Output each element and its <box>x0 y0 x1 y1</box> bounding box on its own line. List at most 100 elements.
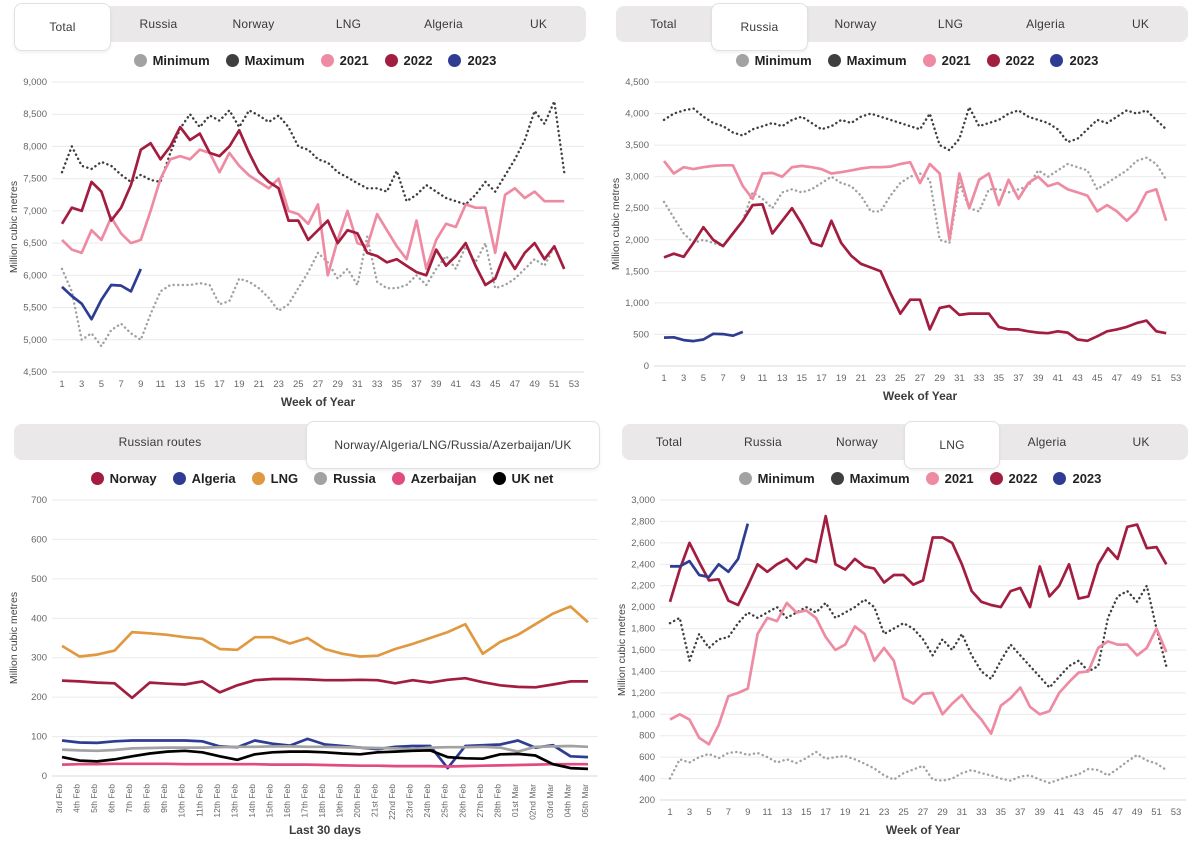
tab-label: Algeria <box>1026 17 1065 31</box>
tab-algeria[interactable]: Algeria <box>998 6 1093 42</box>
tab-total[interactable]: Total <box>616 6 711 42</box>
svg-text:17: 17 <box>816 373 827 384</box>
legend-item-maximum[interactable]: Maximum <box>827 53 907 68</box>
svg-text:11: 11 <box>762 807 772 818</box>
tab-label: Total <box>49 20 76 34</box>
tab-label: Norway <box>834 17 877 31</box>
svg-text:25: 25 <box>895 373 906 384</box>
svg-text:9,000: 9,000 <box>23 77 47 88</box>
svg-text:11: 11 <box>156 379 166 390</box>
tab-russia[interactable]: Russia <box>716 424 810 460</box>
tab-norway[interactable]: Norway <box>810 424 904 460</box>
tab-norway-algeria-lng-russia-azerbaijan-uk[interactable]: Norway/Algeria/LNG/Russia/Azerbaijan/UK <box>306 421 600 469</box>
svg-text:13: 13 <box>175 379 186 390</box>
legend-item-2023[interactable]: 2023 <box>448 53 496 68</box>
svg-text:15th Feb: 15th Feb <box>264 784 274 818</box>
svg-text:22nd Feb: 22nd Feb <box>387 784 397 820</box>
legend-item-norway[interactable]: Norway <box>90 471 157 486</box>
svg-text:35: 35 <box>392 379 403 390</box>
chart-lng-weekly: 200 400 600 800 1,000 1,200 1,400 1,600 1,800 2,0… <box>616 495 1186 837</box>
legend-item-2022[interactable]: 2022 <box>989 471 1037 486</box>
legend-item-2021[interactable]: 2021 <box>922 53 971 68</box>
svg-text:43: 43 <box>1072 373 1083 384</box>
legend-item-2022[interactable]: 2022 <box>986 53 1034 68</box>
tab-uk[interactable]: UK <box>1093 6 1188 42</box>
legend-item-maximum[interactable]: Maximum <box>830 471 910 486</box>
legend-item-maximum[interactable]: Maximum <box>225 53 305 68</box>
svg-text:29: 29 <box>332 379 343 390</box>
legend-label: 2023 <box>1069 52 1099 68</box>
tab-label: Russia <box>740 20 779 34</box>
svg-text:15: 15 <box>801 807 812 818</box>
svg-text:12th Feb: 12th Feb <box>212 784 222 818</box>
svg-text:23: 23 <box>875 373 886 384</box>
legend-item-uk-net[interactable]: UK net <box>492 471 553 486</box>
legend-item-2021[interactable]: 2021 <box>320 53 369 68</box>
tab-lng[interactable]: LNG <box>301 6 396 42</box>
svg-text:7th Feb: 7th Feb <box>124 784 134 813</box>
legend-label: Azerbaijan <box>410 470 477 486</box>
legend-item-russia[interactable]: Russia <box>314 471 376 486</box>
tab-russia[interactable]: Russia <box>711 3 808 51</box>
tabbar-russia: Total Russia Norway LNG Algeria UK <box>616 3 1188 51</box>
svg-text:13: 13 <box>777 373 788 384</box>
svg-text:Last 30 days: Last 30 days <box>289 823 361 837</box>
tab-algeria[interactable]: Algeria <box>396 6 491 42</box>
legend-item-2023[interactable]: 2023 <box>1050 53 1098 68</box>
svg-text:Million cubic metres: Million cubic metres <box>8 181 20 273</box>
legend-item-azerbaijan[interactable]: Azerbaijan <box>391 470 477 486</box>
svg-text:Million cubic metres: Million cubic metres <box>8 592 20 684</box>
legend-item-algeria[interactable]: Algeria <box>172 471 236 486</box>
series-minimum <box>60 235 566 348</box>
legend-item-2021[interactable]: 2021 <box>925 471 974 486</box>
tab-label: Norway <box>232 17 275 31</box>
tab-label: UK <box>529 17 548 31</box>
legend-swatch-azerbaijan <box>391 471 405 485</box>
tab-russia[interactable]: Russia <box>111 6 206 42</box>
tab-label: LNG <box>335 17 362 31</box>
legend-swatch-uk-net <box>492 471 506 485</box>
tab-uk[interactable]: UK <box>1094 424 1188 460</box>
series-2022 <box>60 125 566 287</box>
tab-total[interactable]: Total <box>14 3 111 51</box>
legend-label: 2023 <box>467 52 497 68</box>
svg-text:01st Mar: 01st Mar <box>510 784 520 817</box>
tab-total[interactable]: Total <box>622 424 716 460</box>
chart-last-30-days: 0 100 200 300 400 500 600 700 Million cubic metr… <box>8 495 598 837</box>
svg-text:23: 23 <box>273 379 284 390</box>
tab-norway[interactable]: Norway <box>808 6 903 42</box>
svg-text:1,200: 1,200 <box>631 688 655 699</box>
legend-item-2022[interactable]: 2022 <box>384 53 432 68</box>
svg-text:15: 15 <box>195 379 206 390</box>
svg-text:39: 39 <box>1035 807 1046 818</box>
svg-text:5: 5 <box>706 807 711 818</box>
tab-russian-routes[interactable]: Russian routes <box>14 424 306 460</box>
legend-item-2023[interactable]: 2023 <box>1053 471 1101 486</box>
legend-item-minimum[interactable]: Minimum <box>735 53 812 68</box>
svg-text:31: 31 <box>957 807 968 818</box>
svg-text:0: 0 <box>42 771 47 782</box>
tab-norway[interactable]: Norway <box>206 6 301 42</box>
svg-text:21: 21 <box>254 379 265 390</box>
series-maximum <box>60 100 566 206</box>
svg-text:11th Feb: 11th Feb <box>194 784 204 817</box>
tab-lng[interactable]: LNG <box>904 421 1000 469</box>
tab-algeria[interactable]: Algeria <box>1000 424 1094 460</box>
series-2023 <box>663 330 744 343</box>
legend-swatch-2023 <box>1050 53 1064 67</box>
svg-text:9th Feb: 9th Feb <box>159 784 169 813</box>
svg-text:31: 31 <box>954 373 965 384</box>
legend-item-minimum[interactable]: Minimum <box>738 471 815 486</box>
svg-text:28th Feb: 28th Feb <box>492 784 502 818</box>
tab-uk[interactable]: UK <box>491 6 586 42</box>
svg-text:7,000: 7,000 <box>23 206 47 217</box>
svg-text:3,000: 3,000 <box>625 172 649 183</box>
legend-item-lng[interactable]: LNG <box>251 471 298 486</box>
svg-text:100: 100 <box>31 732 47 743</box>
tab-label: UK <box>1131 17 1150 31</box>
series-minimum <box>668 750 1168 785</box>
svg-text:29: 29 <box>934 373 945 384</box>
legend-item-minimum[interactable]: Minimum <box>133 53 210 68</box>
svg-text:5,500: 5,500 <box>23 303 47 314</box>
tab-lng[interactable]: LNG <box>903 6 998 42</box>
